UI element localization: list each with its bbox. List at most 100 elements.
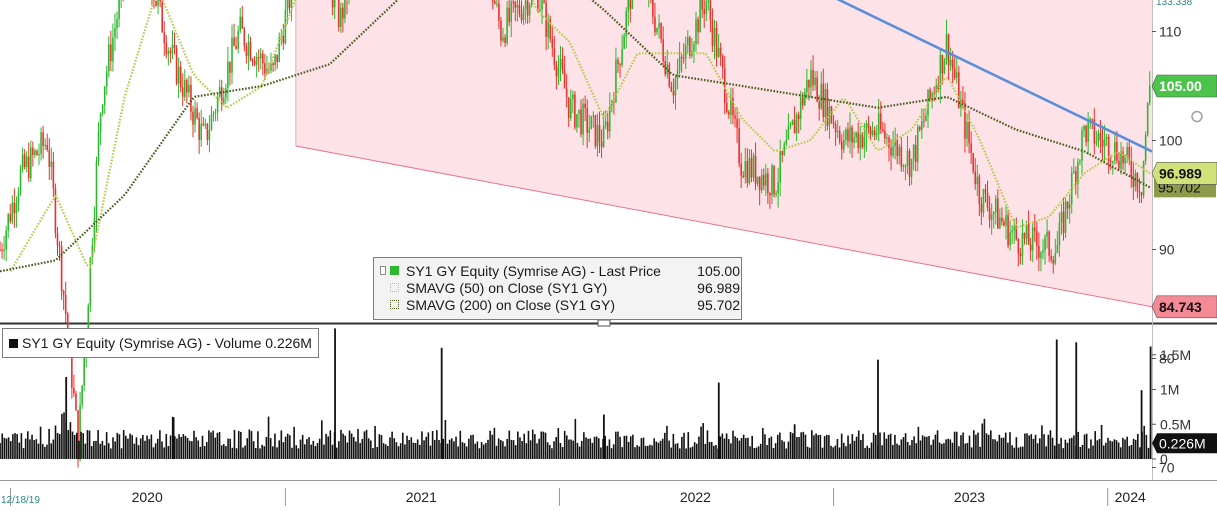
price-candle-body xyxy=(1097,133,1100,142)
volume-bar xyxy=(259,448,261,459)
volume-bar xyxy=(1100,424,1103,459)
x-axis-year-label: 2022 xyxy=(680,489,711,505)
price-candle-body xyxy=(853,137,855,143)
price-candle-body xyxy=(865,123,868,137)
price-y-tick-label: 80 xyxy=(1159,351,1175,367)
volume-bar xyxy=(838,447,841,459)
volume-bar xyxy=(578,446,581,459)
volume-bar xyxy=(1019,446,1022,459)
price-candle-body xyxy=(574,94,576,128)
price-candle-body xyxy=(504,37,506,43)
volume-bar xyxy=(374,425,376,459)
volume-bar xyxy=(1117,442,1120,459)
price-candle-body xyxy=(834,124,837,133)
volume-bar xyxy=(702,423,704,459)
price-candle-body xyxy=(155,0,157,6)
price-candle-body xyxy=(565,88,568,98)
price-candle-body xyxy=(175,48,178,84)
volume-legend: SY1 GY Equity (Symrise AG) - Volume 0.22… xyxy=(2,328,319,358)
volume-bar xyxy=(604,435,606,459)
volume-bar xyxy=(399,443,402,459)
volume-bar xyxy=(476,441,479,459)
volume-bar xyxy=(218,431,221,459)
legend-collapse-icon[interactable] xyxy=(380,266,386,275)
price-candle-body xyxy=(1062,211,1065,233)
volume-bar xyxy=(928,435,930,459)
price-candle-body xyxy=(656,27,658,33)
volume-bar xyxy=(274,433,276,459)
volume-y-tick-label: 1.5M xyxy=(1160,347,1191,363)
price-candle-body xyxy=(177,66,180,84)
x-axis-year-label: 2024 xyxy=(1115,489,1146,505)
volume-bar xyxy=(165,434,168,459)
volume-bar xyxy=(979,446,981,459)
legend-swatch-sma50 xyxy=(390,283,399,292)
price-candle-body xyxy=(933,93,935,95)
volume-last-tag-box xyxy=(1152,433,1217,454)
price-candle-body xyxy=(717,47,720,57)
volume-bar xyxy=(61,413,63,459)
volume-bar xyxy=(414,443,417,459)
price-candle-body xyxy=(896,139,899,157)
volume-bar xyxy=(695,443,698,459)
volume-bar xyxy=(962,432,964,459)
price-candle-body xyxy=(750,158,753,178)
price-candle-body xyxy=(71,339,73,389)
volume-bar xyxy=(365,429,368,459)
volume-bar xyxy=(180,436,182,459)
price-candle-body xyxy=(580,109,582,135)
volume-bar xyxy=(625,435,628,459)
price-candle-body xyxy=(216,96,219,113)
price-candle-body xyxy=(528,4,531,16)
volume-bar xyxy=(54,425,57,459)
volume-bar xyxy=(118,434,121,459)
price-candle-body xyxy=(559,58,562,68)
volume-bar xyxy=(715,445,717,459)
price-candle-body xyxy=(921,121,923,130)
volume-bar xyxy=(1085,433,1088,459)
volume-bar xyxy=(384,444,387,459)
volume-bar xyxy=(184,435,187,459)
volume-bar xyxy=(860,440,862,459)
volume-bar xyxy=(529,440,532,459)
price-candle-body xyxy=(524,0,527,9)
price-candle-body xyxy=(42,132,44,146)
price-candle-body xyxy=(1083,125,1085,131)
price-candle-body xyxy=(206,123,209,140)
volume-bar xyxy=(704,443,707,459)
volume-bar xyxy=(646,445,649,459)
volume-bar xyxy=(101,440,104,459)
price-candle-body xyxy=(672,91,675,96)
price-candle-body xyxy=(181,87,184,97)
volume-bar xyxy=(174,436,176,459)
price-candle-body xyxy=(1091,119,1094,121)
price-candle-body xyxy=(931,93,933,99)
price-candle-body xyxy=(272,63,274,66)
volume-bar xyxy=(990,430,992,459)
price-candle-body xyxy=(83,355,85,386)
price-candle-body xyxy=(935,85,938,94)
volume-bar xyxy=(698,436,700,459)
volume-bar xyxy=(242,447,244,459)
price-candle-body xyxy=(608,105,611,132)
volume-bar xyxy=(757,446,760,459)
price-candle-body xyxy=(36,150,38,156)
price-candle-body xyxy=(910,159,913,177)
price-candle-body xyxy=(526,0,529,16)
volume-bar xyxy=(1024,433,1026,459)
volume-bar xyxy=(911,440,913,459)
price-candle-body xyxy=(9,214,12,222)
volume-bar xyxy=(344,435,347,459)
price-candle-body xyxy=(23,154,26,168)
price-candle-body xyxy=(799,97,802,120)
volume-bar xyxy=(862,433,864,459)
volume-bar xyxy=(1002,437,1005,459)
volume-bar xyxy=(840,433,843,459)
price-candle-body xyxy=(990,214,993,220)
volume-bar xyxy=(497,438,500,459)
price-candle-body xyxy=(0,249,1,251)
volume-bar xyxy=(235,448,238,459)
price-candle-body xyxy=(999,217,1001,229)
volume-bar xyxy=(580,440,583,459)
volume-bar xyxy=(380,435,383,459)
